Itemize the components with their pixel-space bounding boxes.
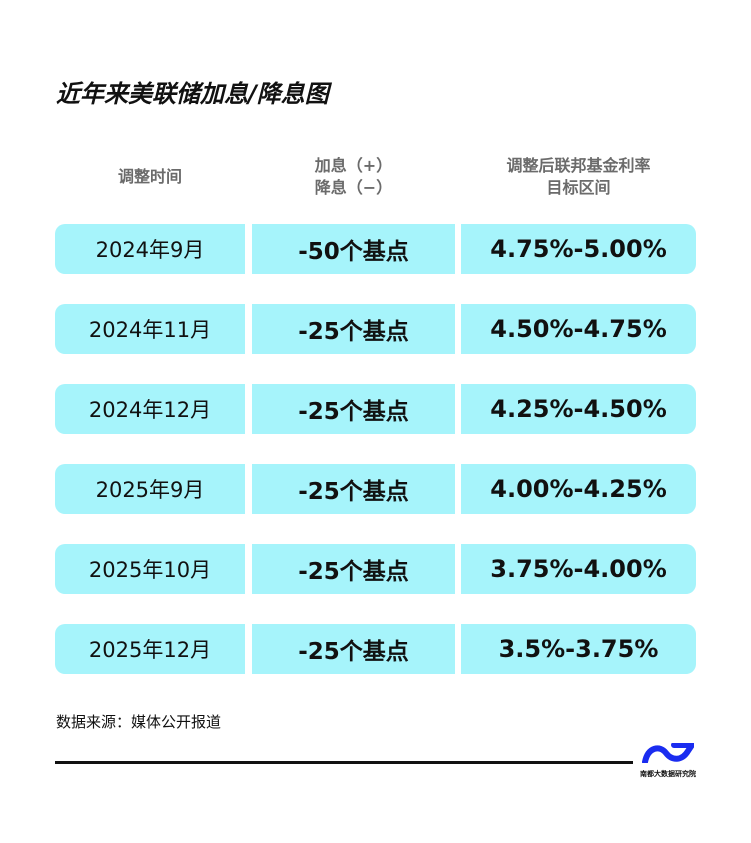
header-range-line2: 目标区间 <box>546 178 611 197</box>
table-row: 2024年12月 -25个基点 4.25%-4.50% <box>55 384 696 434</box>
source-note: 数据来源：媒体公开报道 <box>56 713 222 731</box>
cell-range: 4.00%-4.25% <box>461 464 696 514</box>
cell-change: -25个基点 <box>252 304 455 354</box>
cell-change: -25个基点 <box>252 464 455 514</box>
table-row: 2024年11月 -25个基点 4.50%-4.75% <box>55 304 696 354</box>
logo: 南都大数据研究院 <box>640 742 696 779</box>
table-row: 2025年12月 -25个基点 3.5%-3.75% <box>55 624 696 674</box>
divider <box>55 761 633 764</box>
header-change-line1: 加息（+） <box>314 156 393 175</box>
cell-change: -25个基点 <box>252 624 455 674</box>
cell-range: 3.75%-4.00% <box>461 544 696 594</box>
header-date: 调整时间 <box>117 167 182 186</box>
table-row: 2024年9月 -50个基点 4.75%-5.00% <box>55 224 696 274</box>
cell-date: 2024年11月 <box>55 304 245 354</box>
header-range: 调整后联邦基金利率 目标区间 <box>461 155 696 199</box>
cell-range: 4.25%-4.50% <box>461 384 696 434</box>
header-change-line2: 降息（−） <box>314 178 393 197</box>
logo-text: 南都大数据研究院 <box>640 770 696 778</box>
cell-date: 2025年10月 <box>55 544 245 594</box>
logo-icon <box>642 742 695 765</box>
table-row: 2025年9月 -25个基点 4.00%-4.25% <box>55 464 696 514</box>
page-title: 近年来美联储加息/降息图 <box>56 80 329 108</box>
header-range-line1: 调整后联邦基金利率 <box>506 156 651 175</box>
cell-range: 3.5%-3.75% <box>461 624 696 674</box>
cell-date: 2025年12月 <box>55 624 245 674</box>
cell-date: 2025年9月 <box>55 464 245 514</box>
cell-range: 4.75%-5.00% <box>461 224 696 274</box>
cell-change: -50个基点 <box>252 224 455 274</box>
cell-date: 2024年9月 <box>55 224 245 274</box>
table-row: 2025年10月 -25个基点 3.75%-4.00% <box>55 544 696 594</box>
header-change: 加息（+） 降息（−） <box>252 155 455 199</box>
cell-range: 4.50%-4.75% <box>461 304 696 354</box>
cell-date: 2024年12月 <box>55 384 245 434</box>
cell-change: -25个基点 <box>252 544 455 594</box>
cell-change: -25个基点 <box>252 384 455 434</box>
